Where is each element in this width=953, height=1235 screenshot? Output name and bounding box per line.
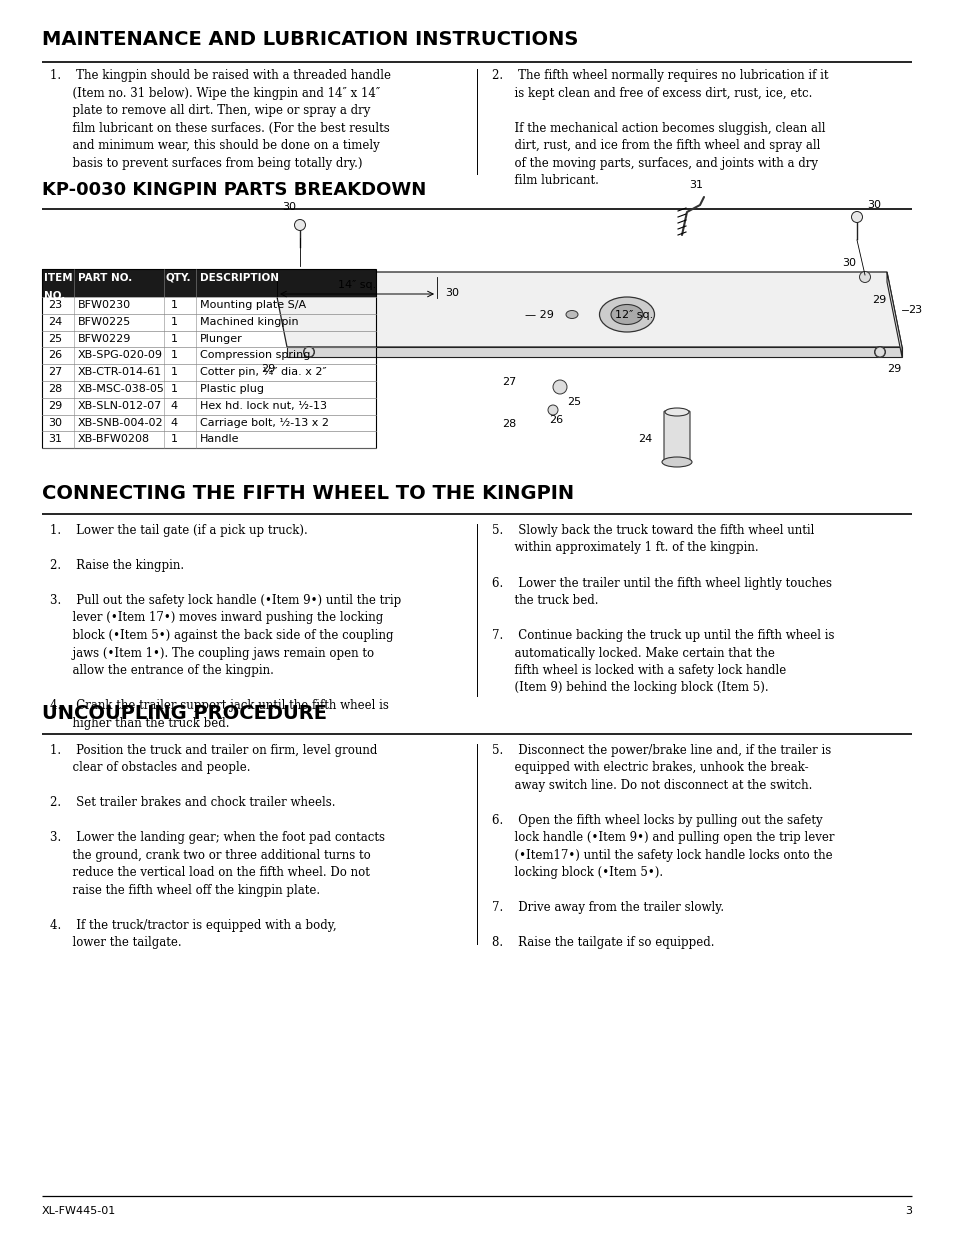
Ellipse shape	[598, 296, 654, 332]
Text: Cotter pin, ¹⁄₄″ dia. x 2″: Cotter pin, ¹⁄₄″ dia. x 2″	[200, 367, 326, 377]
Circle shape	[874, 347, 884, 357]
Text: 26: 26	[48, 351, 62, 361]
Text: 24: 24	[638, 433, 651, 445]
Ellipse shape	[661, 457, 691, 467]
Text: Handle: Handle	[200, 435, 239, 445]
Text: CONNECTING THE FIFTH WHEEL TO THE KINGPIN: CONNECTING THE FIFTH WHEEL TO THE KINGPI…	[42, 484, 574, 503]
Text: XB-SPG-020-09: XB-SPG-020-09	[78, 351, 163, 361]
Text: 31: 31	[48, 435, 62, 445]
FancyBboxPatch shape	[663, 411, 689, 463]
Text: 30: 30	[444, 288, 458, 298]
Circle shape	[288, 272, 299, 283]
Text: 12″ sq.: 12″ sq.	[615, 310, 653, 320]
Text: UNCOUPLING PROCEDURE: UNCOUPLING PROCEDURE	[42, 704, 327, 722]
Text: 1.    Lower the tail gate (if a pick up truck).

2.    Raise the kingpin.

3.   : 1. Lower the tail gate (if a pick up tru…	[50, 524, 401, 730]
Circle shape	[553, 380, 566, 394]
Ellipse shape	[664, 408, 688, 416]
Text: Carriage bolt, ¹⁄₂-13 x 2: Carriage bolt, ¹⁄₂-13 x 2	[200, 417, 329, 427]
Circle shape	[304, 347, 314, 357]
Circle shape	[851, 211, 862, 222]
Text: — 29: — 29	[524, 310, 554, 320]
Text: 28: 28	[48, 384, 62, 394]
Text: 25: 25	[566, 396, 580, 408]
Ellipse shape	[610, 305, 642, 325]
Text: Hex hd. lock nut, ¹⁄₂-13: Hex hd. lock nut, ¹⁄₂-13	[200, 401, 327, 411]
Text: XB-MSC-038-05: XB-MSC-038-05	[78, 384, 165, 394]
Text: ITEM
NO.: ITEM NO.	[44, 273, 72, 301]
Text: BFW0229: BFW0229	[78, 333, 132, 343]
Text: 29: 29	[260, 364, 274, 374]
Text: 30: 30	[866, 200, 880, 210]
Text: Plastic plug: Plastic plug	[200, 384, 264, 394]
Text: 5.    Disconnect the power/brake line and, if the trailer is
      equipped with: 5. Disconnect the power/brake line and, …	[492, 743, 834, 950]
Text: 4: 4	[171, 417, 177, 427]
Circle shape	[303, 347, 314, 357]
Text: 1: 1	[171, 384, 177, 394]
Text: Compression spring: Compression spring	[200, 351, 310, 361]
Text: 31: 31	[688, 180, 702, 190]
Text: PART NO.: PART NO.	[78, 273, 132, 283]
Text: 30: 30	[841, 258, 855, 268]
Text: 1: 1	[171, 300, 177, 310]
Text: 29: 29	[871, 295, 885, 305]
Bar	[42, 269, 375, 296]
Text: DESCRIPTION: DESCRIPTION	[200, 273, 278, 283]
Text: 1: 1	[171, 367, 177, 377]
Text: Mounting plate S/A: Mounting plate S/A	[200, 300, 306, 310]
Polygon shape	[272, 272, 901, 347]
Text: 23: 23	[907, 305, 922, 315]
Text: 1: 1	[171, 351, 177, 361]
Text: 1: 1	[171, 317, 177, 327]
Text: 28: 28	[501, 419, 516, 429]
Text: BFW0230: BFW0230	[78, 300, 131, 310]
Text: XB-CTR-014-61: XB-CTR-014-61	[78, 367, 162, 377]
Text: QTY.: QTY.	[166, 273, 192, 283]
Text: 1: 1	[171, 333, 177, 343]
Text: 26: 26	[548, 415, 562, 425]
Text: XB-BFW0208: XB-BFW0208	[78, 435, 150, 445]
Text: 23: 23	[48, 300, 62, 310]
Text: 2.    The fifth wheel normally requires no lubrication if it
      is kept clean: 2. The fifth wheel normally requires no …	[492, 69, 827, 186]
Text: Plunger: Plunger	[200, 333, 242, 343]
Polygon shape	[886, 272, 901, 357]
Circle shape	[859, 272, 869, 283]
Text: 4: 4	[171, 401, 177, 411]
Text: XB-SNB-004-02: XB-SNB-004-02	[78, 417, 164, 427]
Text: 27: 27	[48, 367, 62, 377]
Bar	[42, 269, 375, 448]
Text: 29: 29	[48, 401, 62, 411]
Text: 3: 3	[904, 1207, 911, 1216]
Text: 1: 1	[171, 435, 177, 445]
Text: KP-0030 KINGPIN PARTS BREAKDOWN: KP-0030 KINGPIN PARTS BREAKDOWN	[42, 182, 426, 199]
Text: 24: 24	[48, 317, 62, 327]
Text: 27: 27	[501, 377, 516, 387]
Text: 30: 30	[48, 417, 62, 427]
Circle shape	[294, 220, 305, 231]
Text: XL-FW445-01: XL-FW445-01	[42, 1207, 116, 1216]
Text: 14″ sq.: 14″ sq.	[337, 280, 375, 290]
Text: XB-SLN-012-07: XB-SLN-012-07	[78, 401, 162, 411]
Text: 29: 29	[886, 364, 901, 374]
Text: 1.    The kingpin should be raised with a threaded handle
      (Item no. 31 bel: 1. The kingpin should be raised with a t…	[50, 69, 391, 169]
Text: BFW0225: BFW0225	[78, 317, 132, 327]
Polygon shape	[287, 347, 901, 357]
Circle shape	[874, 347, 884, 357]
Text: Machined kingpin: Machined kingpin	[200, 317, 298, 327]
Ellipse shape	[565, 310, 578, 319]
Text: 5.    Slowly back the truck toward the fifth wheel until
      within approximat: 5. Slowly back the truck toward the fift…	[492, 524, 834, 694]
Circle shape	[547, 405, 558, 415]
Text: MAINTENANCE AND LUBRICATION INSTRUCTIONS: MAINTENANCE AND LUBRICATION INSTRUCTIONS	[42, 30, 578, 49]
Text: 25: 25	[48, 333, 62, 343]
Text: 1.    Position the truck and trailer on firm, level ground
      clear of obstac: 1. Position the truck and trailer on fir…	[50, 743, 385, 950]
Text: 30: 30	[282, 203, 295, 212]
